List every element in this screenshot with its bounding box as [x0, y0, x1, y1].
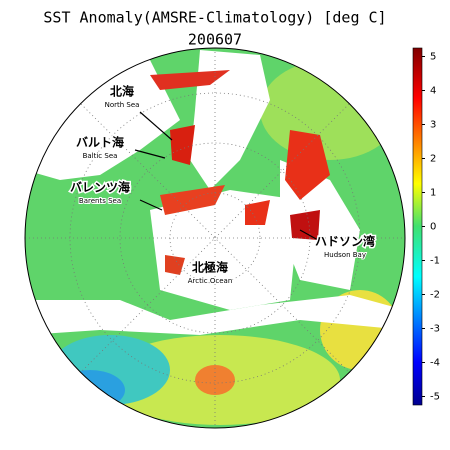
colorbar-tick-label: 3	[430, 120, 436, 131]
colorbar-tick-label: 1	[430, 188, 436, 199]
region-label-en: Arctic Ocean	[188, 277, 233, 285]
region-label: バレンツ海	[70, 180, 130, 195]
date: 200607	[188, 31, 242, 49]
region-label: 北海	[110, 84, 134, 99]
colorbar-tick-label: -5	[430, 392, 440, 403]
region-label-en: Baltic Sea	[83, 152, 118, 160]
region-label: 北極海	[192, 260, 228, 275]
colorbar-tick-label: -3	[430, 324, 440, 335]
colorbar-tick-label: -2	[430, 290, 440, 301]
colorbar-tick-label: 5	[430, 52, 436, 63]
colorbar-tick-label: -1	[430, 256, 440, 267]
arrows	[134, 111, 319, 241]
title: SST Anomaly(AMSRE-Climatology) [deg C]	[43, 9, 386, 27]
colorbar-tick-label: -4	[430, 358, 440, 369]
colorbar-tick-label: 2	[430, 154, 436, 165]
map-border	[24, 47, 406, 429]
region-label: バルト海	[76, 135, 124, 150]
colorbar-tick-label: 4	[430, 86, 436, 97]
region-label-en: North Sea	[105, 101, 140, 109]
colorbar	[412, 47, 423, 406]
colorbar-tick-label: 0	[430, 222, 436, 233]
region-label-en: Hudson Bay	[324, 251, 366, 259]
sst-map	[25, 48, 405, 428]
region-label-en: Barents Sea	[79, 197, 121, 205]
region-label: ハドソン湾	[315, 234, 375, 249]
